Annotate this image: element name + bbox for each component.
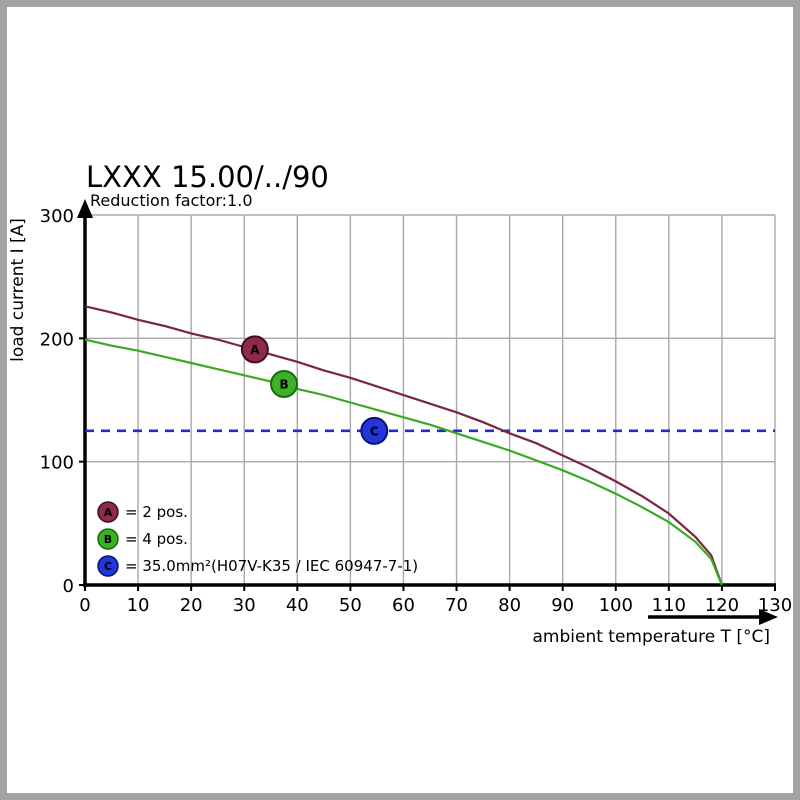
marker-c-letter: C xyxy=(370,424,379,438)
legend-item-c: C = 35.0mm²(H07V-K35 / IEC 60947-7-1) xyxy=(97,555,418,577)
x-tick-label: 120 xyxy=(705,595,739,616)
legend-item-a: A = 2 pos. xyxy=(97,501,188,523)
legend-b-swatch xyxy=(97,528,119,550)
marker-a-2pos: A xyxy=(240,335,269,364)
legend-c-letter: C xyxy=(104,560,112,573)
curve-b-4pos xyxy=(84,338,723,586)
x-tick-label: 90 xyxy=(551,595,574,616)
y-axis-arrow xyxy=(77,199,93,218)
axes: load current I [A] ambient temperature T… xyxy=(8,199,778,647)
x-direction-arrow-head xyxy=(759,609,778,625)
legend: A = 2 pos. B = 4 pos. C = 35.0mm²(H07V-K… xyxy=(97,501,418,577)
x-axis-label: ambient temperature T [°C] xyxy=(533,627,770,647)
y-tick-label: 200 xyxy=(40,329,74,350)
x-tick-label: 30 xyxy=(233,595,256,616)
x-tick-label: 70 xyxy=(445,595,468,616)
x-tick-label: 0 xyxy=(79,595,90,616)
legend-a-swatch xyxy=(97,501,119,523)
legend-b-letter: B xyxy=(104,533,112,546)
curve-a-2pos xyxy=(84,305,723,586)
marker-c-circle xyxy=(360,416,389,445)
grid-layer: 0 10 20 30 40 50 60 70 80 90 100 110 120 130 0 100 200 30… xyxy=(40,206,793,616)
legend-a-label: = 2 pos. xyxy=(125,503,188,521)
legend-a-letter: A xyxy=(104,506,113,519)
x-tick-label: 130 xyxy=(758,595,792,616)
marker-b-4pos: B xyxy=(270,369,299,398)
chart-subtitle: Reduction factor:1.0 xyxy=(90,191,253,210)
x-tick-label: 50 xyxy=(339,595,362,616)
x-tick-label: 20 xyxy=(180,595,203,616)
x-tick-label: 80 xyxy=(498,595,521,616)
legend-c-swatch xyxy=(97,555,119,577)
marker-b-letter: B xyxy=(279,377,288,391)
y-tick-label: 100 xyxy=(40,453,74,474)
marker-c-cable: C xyxy=(360,416,389,445)
x-tick-label: 10 xyxy=(127,595,150,616)
x-tick-label: 40 xyxy=(286,595,309,616)
marker-a-letter: A xyxy=(250,343,260,357)
y-tick-label: 0 xyxy=(63,576,74,597)
marker-a-circle xyxy=(240,335,269,364)
x-tick-label: 60 xyxy=(392,595,415,616)
y-tick-label: 300 xyxy=(40,206,74,227)
legend-c-label: = 35.0mm²(H07V-K35 / IEC 60947-7-1) xyxy=(125,557,418,575)
y-axis-label: load current I [A] xyxy=(8,218,28,362)
x-tick-label: 110 xyxy=(652,595,686,616)
legend-item-b: B = 4 pos. xyxy=(97,528,188,550)
x-tick-label: 100 xyxy=(599,595,633,616)
legend-b-label: = 4 pos. xyxy=(125,530,188,548)
marker-b-circle xyxy=(270,369,299,398)
chart-title: LXXX 15.00/../90 xyxy=(86,160,329,194)
